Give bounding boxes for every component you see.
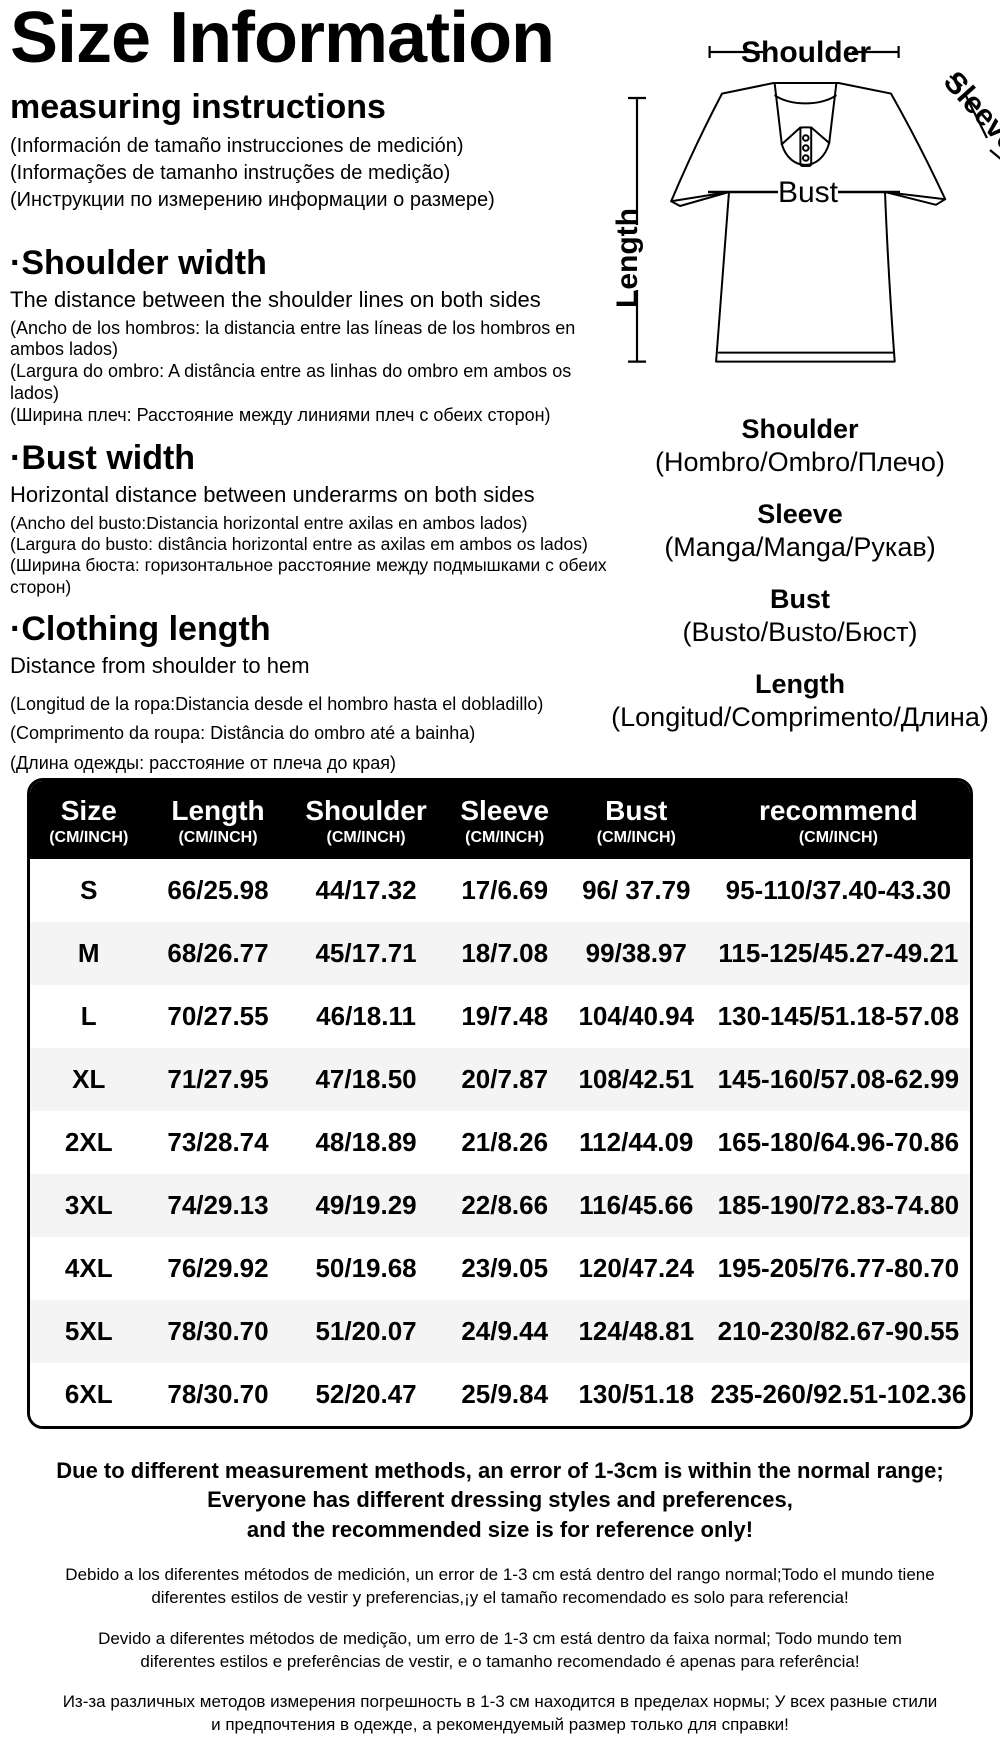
svg-text:Length: Length: [611, 208, 644, 308]
svg-text:Sleeve: Sleeve: [937, 65, 1000, 158]
svg-text:Bust: Bust: [778, 176, 839, 209]
svg-text:Shoulder: Shoulder: [741, 36, 871, 69]
